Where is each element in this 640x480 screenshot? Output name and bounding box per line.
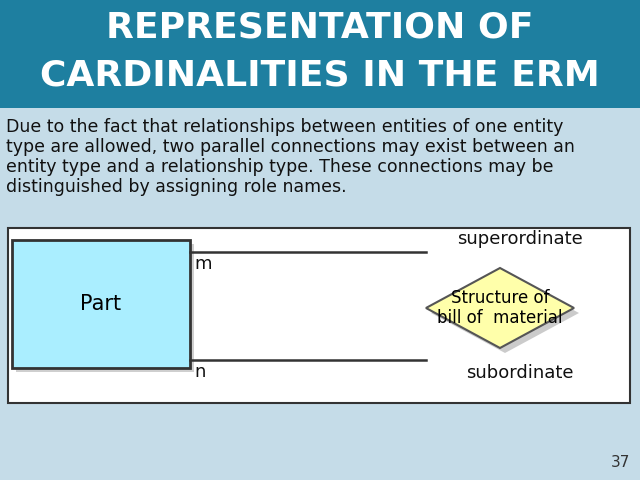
Bar: [0, 108, 640, 480]
Text: m: m: [194, 255, 211, 273]
Text: Structure of: Structure of: [451, 289, 549, 307]
Text: type are allowed, two parallel connections may exist between an: type are allowed, two parallel connectio…: [6, 138, 575, 156]
Bar: [16, 244, 194, 372]
Text: distinguished by assigning role names.: distinguished by assigning role names.: [6, 178, 347, 196]
Text: Due to the fact that relationships between entities of one entity: Due to the fact that relationships betwe…: [6, 118, 563, 136]
Text: REPRESENTATION OF: REPRESENTATION OF: [106, 11, 534, 45]
Text: CARDINALITIES IN THE ERM: CARDINALITIES IN THE ERM: [40, 59, 600, 93]
Text: n: n: [194, 363, 205, 381]
Bar: [0, 0, 640, 108]
Text: bill of  material: bill of material: [437, 309, 563, 327]
Text: superordinate: superordinate: [457, 230, 583, 248]
Bar: [8, 228, 630, 403]
Text: entity type and a relationship type. These connections may be: entity type and a relationship type. The…: [6, 158, 554, 176]
Polygon shape: [426, 268, 574, 348]
Text: subordinate: subordinate: [467, 364, 573, 382]
Text: Part: Part: [81, 294, 122, 314]
Polygon shape: [431, 273, 579, 353]
Bar: [12, 240, 190, 368]
Text: 37: 37: [611, 455, 630, 470]
